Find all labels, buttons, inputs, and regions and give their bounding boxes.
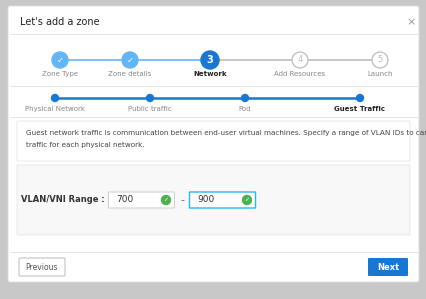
- Text: Pod: Pod: [238, 106, 250, 112]
- FancyBboxPatch shape: [17, 121, 409, 161]
- FancyBboxPatch shape: [8, 6, 418, 282]
- Circle shape: [146, 94, 153, 101]
- Text: ✓: ✓: [244, 198, 249, 202]
- Text: Previous: Previous: [26, 263, 58, 271]
- Text: Physical Network: Physical Network: [25, 106, 85, 112]
- Circle shape: [201, 51, 219, 69]
- Circle shape: [52, 52, 68, 68]
- Text: -: -: [180, 195, 184, 205]
- Text: Add Resources: Add Resources: [274, 71, 325, 77]
- Text: ✓: ✓: [56, 56, 63, 65]
- FancyBboxPatch shape: [367, 258, 407, 276]
- Text: Network: Network: [193, 71, 226, 77]
- Text: Zone details: Zone details: [108, 71, 151, 77]
- Text: Guest Traffic: Guest Traffic: [334, 106, 385, 112]
- Text: Public traffic: Public traffic: [128, 106, 172, 112]
- Text: Guest network traffic is communication between end-user virtual machines. Specif: Guest network traffic is communication b…: [26, 130, 426, 136]
- Text: 4: 4: [296, 56, 302, 65]
- Text: VLAN/VNI Range :: VLAN/VNI Range :: [21, 196, 105, 205]
- Text: ×: ×: [406, 17, 415, 27]
- FancyBboxPatch shape: [108, 192, 174, 208]
- Circle shape: [242, 196, 251, 205]
- FancyBboxPatch shape: [189, 192, 255, 208]
- Circle shape: [291, 52, 307, 68]
- Text: Zone Type: Zone Type: [42, 71, 78, 77]
- Text: 900: 900: [196, 196, 214, 205]
- Text: Next: Next: [376, 263, 398, 271]
- Circle shape: [241, 94, 248, 101]
- Text: 5: 5: [377, 56, 382, 65]
- Text: 700: 700: [116, 196, 133, 205]
- Text: 3: 3: [206, 55, 213, 65]
- Circle shape: [161, 196, 170, 205]
- Circle shape: [356, 94, 363, 101]
- Circle shape: [371, 52, 387, 68]
- Text: ✓: ✓: [126, 56, 133, 65]
- Text: Let's add a zone: Let's add a zone: [20, 17, 99, 27]
- Text: traffic for each physical network.: traffic for each physical network.: [26, 142, 144, 148]
- Circle shape: [122, 52, 138, 68]
- FancyBboxPatch shape: [17, 165, 409, 235]
- FancyBboxPatch shape: [19, 258, 65, 276]
- Circle shape: [52, 94, 58, 101]
- Text: ✓: ✓: [163, 198, 168, 202]
- Text: Launch: Launch: [366, 71, 392, 77]
